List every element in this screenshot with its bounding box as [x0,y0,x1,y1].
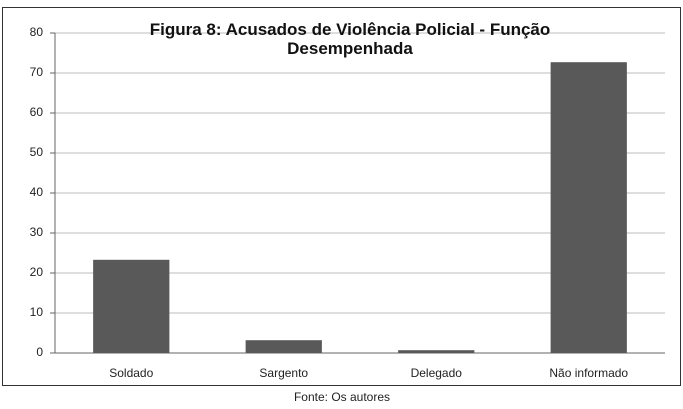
y-tick-label: 20 [30,265,44,279]
y-tick-label: 50 [30,145,44,159]
x-tick-label: Sargento [259,366,308,380]
chart-title: Figura 8: Acusados de Violência Policial… [149,20,551,58]
x-tick-label: Não informado [549,366,628,380]
x-tick-label: Soldado [109,366,153,380]
y-tick-label: 30 [30,225,44,239]
y-tick-label: 10 [30,305,44,319]
bar [245,340,322,353]
x-tick-label: Delegado [411,366,463,380]
bar [93,259,170,353]
bar [398,350,475,353]
y-tick-label: 40 [30,185,44,199]
y-tick-label: 0 [36,345,43,359]
y-tick-label: 70 [30,65,44,79]
caption: Fonte: Os autores [294,390,390,404]
y-tick-label: 80 [30,25,44,39]
chart-frame [2,7,681,386]
bar [550,62,627,353]
y-tick-label: 60 [30,105,44,119]
